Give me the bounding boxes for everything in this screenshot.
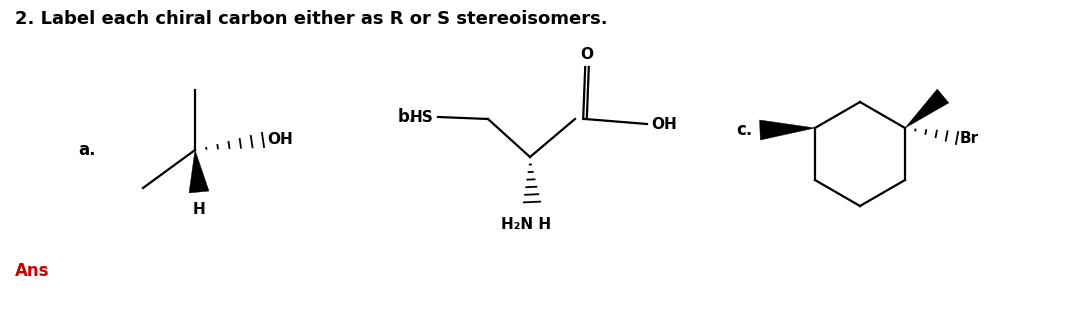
Text: OH: OH — [651, 116, 677, 131]
Text: H₂N H: H₂N H — [501, 217, 551, 232]
Text: Br: Br — [960, 130, 980, 145]
Text: H: H — [192, 202, 205, 217]
Text: HS: HS — [409, 110, 433, 124]
Text: c.: c. — [737, 121, 753, 139]
Polygon shape — [905, 89, 949, 128]
Polygon shape — [189, 150, 208, 193]
Text: Ans: Ans — [15, 262, 50, 280]
Polygon shape — [759, 120, 815, 140]
Text: a.: a. — [78, 141, 95, 159]
Text: 2. Label each chiral carbon either as R or S stereoisomers.: 2. Label each chiral carbon either as R … — [15, 10, 608, 28]
Text: O: O — [580, 47, 594, 62]
Text: b.: b. — [397, 108, 416, 126]
Text: OH: OH — [267, 131, 293, 147]
